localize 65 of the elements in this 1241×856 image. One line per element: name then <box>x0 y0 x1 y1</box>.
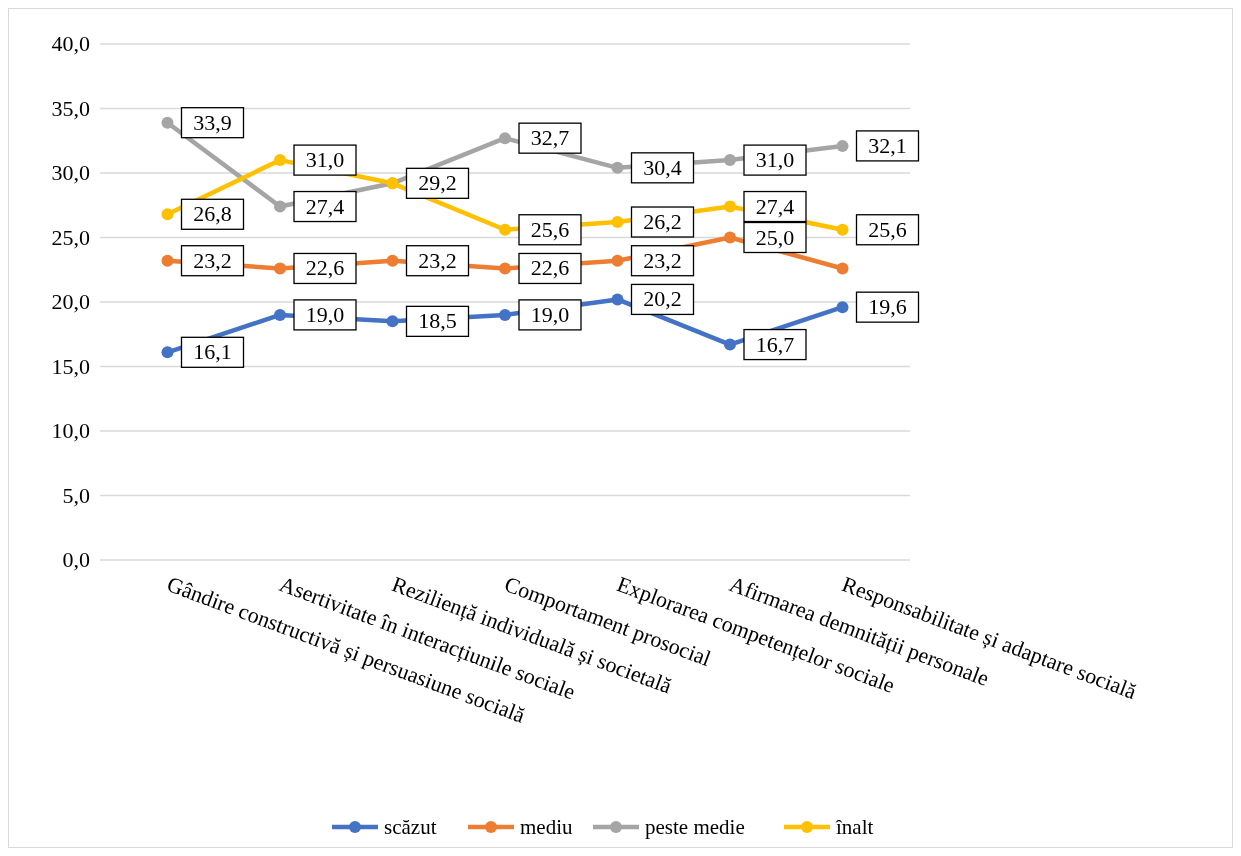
data-label: 16,7 <box>755 331 795 357</box>
y-tick-label: 0,0 <box>62 547 90 572</box>
legend-label: mediu <box>520 815 573 839</box>
point <box>611 293 624 306</box>
data-label: 19,0 <box>530 301 570 327</box>
point <box>161 208 174 221</box>
point <box>274 200 286 213</box>
point <box>499 132 511 145</box>
point <box>611 216 624 229</box>
data-label: 22,6 <box>305 255 345 281</box>
data-label: 26,2 <box>643 209 682 235</box>
y-tick-label: 40,0 <box>51 31 90 56</box>
legend-label: peste medie <box>645 815 745 839</box>
point <box>161 346 174 359</box>
point <box>386 254 399 267</box>
data-label: 25,0 <box>755 224 795 250</box>
data-label: 22,6 <box>530 255 570 281</box>
data-label: 19,0 <box>305 301 345 327</box>
data-label: 19,6 <box>868 294 907 320</box>
point <box>386 315 399 328</box>
point <box>836 223 849 236</box>
point <box>724 338 736 351</box>
point <box>274 154 286 167</box>
y-tick-label: 25,0 <box>51 224 90 250</box>
data-label: 23,2 <box>643 247 682 273</box>
data-label: 23,2 <box>418 247 457 273</box>
point <box>836 301 849 314</box>
point <box>836 262 849 275</box>
data-label: 25,6 <box>868 216 907 242</box>
point <box>499 308 511 321</box>
data-label: 16,1 <box>193 339 232 365</box>
y-tick-label: 20,0 <box>51 289 90 314</box>
y-tick-label: 5,0 <box>62 482 90 508</box>
data-label: 27,4 <box>305 193 345 219</box>
point <box>836 139 849 152</box>
data-label: 25,6 <box>530 216 570 242</box>
data-label: 31,0 <box>755 147 795 173</box>
point <box>161 254 174 267</box>
y-tick-label: 35,0 <box>51 95 90 121</box>
y-tick-label: 15,0 <box>51 353 90 379</box>
data-label: 20,2 <box>643 286 682 312</box>
data-label: 33,9 <box>193 109 232 135</box>
point <box>499 262 511 275</box>
point <box>611 161 624 174</box>
y-tick-label: 10,0 <box>51 418 90 443</box>
legend-label: înalt <box>835 815 874 839</box>
point <box>724 154 736 167</box>
point <box>499 223 511 236</box>
data-label: 29,2 <box>418 170 457 196</box>
point <box>274 262 286 275</box>
point <box>724 200 736 213</box>
legend-label: scăzut <box>384 815 437 839</box>
data-label: 23,2 <box>193 247 232 273</box>
data-label: 26,8 <box>193 201 232 227</box>
point <box>611 254 624 267</box>
data-label: 32,1 <box>868 132 907 158</box>
point <box>161 116 174 129</box>
y-tick-label: 30,0 <box>51 160 90 185</box>
data-label: 31,0 <box>305 147 345 173</box>
data-label: 27,4 <box>755 193 795 219</box>
data-label: 32,7 <box>530 125 570 151</box>
point <box>724 231 736 244</box>
data-label: 30,4 <box>643 154 682 180</box>
point <box>274 308 286 321</box>
data-label: 18,5 <box>418 308 457 334</box>
